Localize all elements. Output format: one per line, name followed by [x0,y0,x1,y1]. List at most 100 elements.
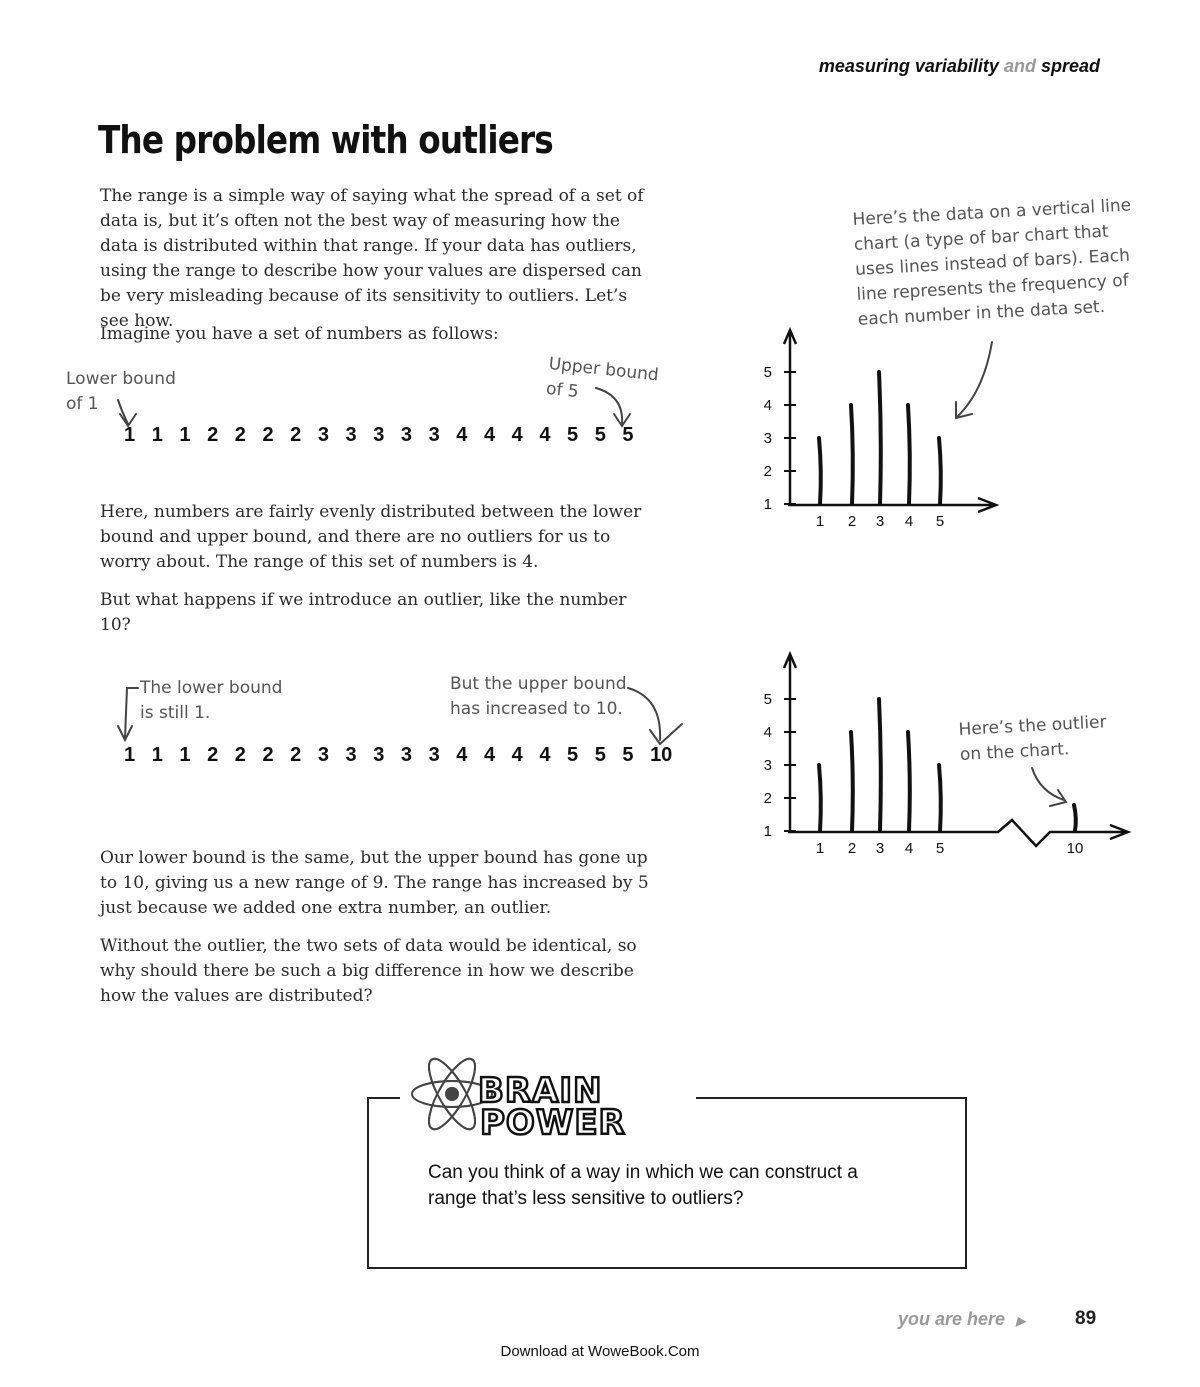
dataset-value: 4 [456,424,468,446]
dataset-value: 4 [483,744,496,766]
dataset-value: 4 [483,424,496,446]
page-number: 89 [1075,1308,1097,1329]
dataset-value: 5 [567,424,579,446]
dataset-value: 3 [400,424,412,446]
dataset-value: 2 [290,424,302,446]
annotation-lower-bound-2: The lower bound is still 1. [140,678,283,723]
chart1-y-tick-label: 5 [764,364,772,381]
chart1-x-tick-label: 2 [848,513,856,530]
chart-frequency-with-outlier: 1 2 3 4 5 1 2 3 4 5 10 [764,650,1132,857]
chart1-y-tick-label: 2 [764,463,772,480]
download-credit: Download at WoweBook.Com [500,1343,700,1360]
chart2-bar-10 [1072,803,1078,833]
dataset-value: 3 [317,424,329,446]
chart2-x-tick-label: 2 [848,840,856,857]
paragraph-introduce-outlier: But what happens if we introduce an outl… [100,590,627,635]
dataset-value: 3 [428,424,440,446]
paragraph-new-range: Our lower bound is the same, but the upp… [100,848,649,918]
dataset-value: 1 [124,424,136,446]
arrow-upper-bound-1 [595,387,624,425]
paragraph-intro: The range is a simple way of saying what… [100,186,644,331]
running-head-part2: spread [1040,56,1100,76]
paragraph-even-distribution: Here, numbers are fairly evenly distribu… [100,502,642,572]
chart2-x-tick-label: 1 [816,840,824,857]
running-head: measuring variability and spread [819,56,1100,77]
dataset-value: 1 [179,744,191,766]
chart2-x-tick-label: 4 [905,840,913,857]
dataset-value: 4 [511,424,523,446]
dataset-value: 2 [262,744,274,766]
chart2-bar-5 [937,763,943,833]
dataset-2-row: 1 1 1 2 2 2 2 3 3 3 3 3 4 4 4 4 5 5 5 10 [124,744,678,767]
dataset-value: 4 [511,744,523,766]
chart1-y-tick-label: 4 [764,397,772,414]
dataset-value: 4 [539,424,551,446]
dataset-value: 5 [622,424,634,446]
chart1-bar-3 [877,370,883,506]
chart1-bar-5 [937,436,943,506]
annotation-upper-bound-2: But the upper bound has increased to 10. [450,674,627,719]
dataset-value: 5 [622,744,634,766]
brain-power-logo-text-1: BRAIN [478,1071,603,1111]
brain-power-border-gap [400,1090,696,1104]
arrow-lower-bound-2 [124,687,139,739]
dataset-value: 2 [234,424,246,446]
dataset-value: 1 [179,424,191,446]
dataset-value: 1 [151,424,163,446]
paragraph-without-outlier: Without the outlier, the two sets of dat… [100,936,637,1006]
chart1-bar-1 [817,436,823,506]
brain-power-question: Can you think of a way in which we can c… [428,1162,858,1209]
arrow-lower-bound-1 [117,399,129,425]
chart2-y-tick-label: 4 [764,724,772,741]
chart1-x-tick-label: 3 [876,513,884,530]
arrow-upper-bound-2 [627,687,662,741]
dataset-value: 2 [290,744,302,766]
dataset-value: 3 [373,424,385,446]
chart2-y-tick-label: 5 [764,691,772,708]
dataset-value: 4 [456,744,468,766]
arrow-chart-explanation [957,341,993,417]
dataset-value: 2 [207,744,219,766]
dataset-value: 4 [539,744,551,766]
chart2-x-axis-with-break [788,818,1126,848]
dataset-value: 3 [373,744,385,766]
dataset-value: 10 [650,744,673,766]
chart2-x-tick-label: 10 [1067,840,1084,857]
running-head-and: and [1003,56,1036,76]
chart2-y-tick-label: 2 [764,790,772,807]
dataset-value: 2 [234,744,246,766]
chart2-y-tick-label: 1 [764,823,772,840]
dataset-value: 5 [594,424,606,446]
dataset-value: 3 [317,744,329,766]
triangle-right-icon: ▶ [1016,1314,1026,1328]
page-title: The problem with outliers [98,118,554,162]
dataset-value: 2 [207,424,219,446]
brain-power-logo-text-2: POWER [480,1103,626,1143]
dataset-value: 5 [594,744,606,766]
chart1-x-tick-label: 5 [936,513,944,530]
you-are-here-label: you are here ▶ [898,1309,1026,1329]
running-head-part1: measuring variability [818,56,999,76]
arrow-outlier [1031,767,1065,801]
dataset-value: 1 [151,744,163,766]
dataset-value: 2 [262,424,274,446]
chart2-bar-2 [849,730,855,833]
dataset-value: 3 [345,744,357,766]
chart2-bar-4 [906,730,912,833]
dataset-value: 3 [428,744,440,766]
dataset-value: 3 [400,744,412,766]
chart2-y-tick-label: 3 [764,757,772,774]
dataset-value: 3 [345,424,357,446]
chart-frequency-no-outlier: 1 2 3 4 5 1 2 3 4 5 [764,326,1000,530]
dataset-value: 1 [124,744,136,766]
chart1-y-tick-label: 1 [764,496,772,513]
chart1-y-tick-label: 3 [764,430,772,447]
annotation-lower-bound-1: Lower bound of 1 [66,369,176,414]
chart1-bar-2 [849,403,855,506]
chart2-bar-1 [817,763,823,833]
chart1-bar-4 [906,403,912,506]
dataset-value: 5 [567,744,579,766]
chart1-x-tick-label: 4 [905,513,913,530]
